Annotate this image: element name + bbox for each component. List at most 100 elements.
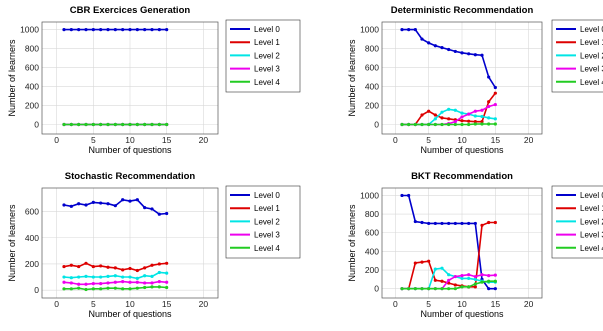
data-point [113, 286, 117, 290]
data-point [157, 262, 161, 266]
legend-entry: Level 3 [254, 65, 280, 74]
data-point [91, 122, 95, 127]
data-point [157, 27, 161, 32]
legend-entry: Level 0 [580, 25, 603, 34]
legend-entry: Level 2 [580, 217, 603, 226]
data-point [467, 52, 471, 56]
data-point [77, 275, 81, 279]
y-axis-label: Number of learners [7, 39, 17, 117]
data-point [157, 212, 161, 216]
legend-entry: Level 0 [580, 191, 603, 200]
data-point [413, 287, 417, 291]
data-point [143, 285, 147, 290]
x-axis-label: Number of questions [420, 309, 504, 319]
data-point [62, 264, 66, 269]
data-point [453, 49, 457, 54]
data-point [77, 264, 81, 269]
data-point [128, 122, 132, 127]
axes-frame [381, 21, 543, 135]
data-point [150, 207, 154, 211]
data-point [128, 27, 132, 32]
data-point [91, 27, 95, 32]
data-point [62, 122, 66, 127]
data-point [413, 27, 417, 32]
data-point [135, 122, 139, 127]
data-point [407, 287, 411, 291]
data-point [113, 204, 117, 208]
data-point [135, 27, 139, 32]
data-point [493, 122, 497, 126]
legend-entry: Level 4 [254, 244, 280, 253]
chart-title: CBR Exercices Generation [70, 5, 191, 16]
axes-frame [381, 187, 543, 299]
data-point [128, 199, 132, 203]
data-point [157, 285, 161, 289]
y-tick-label: 0 [34, 285, 39, 295]
data-point [84, 261, 88, 265]
y-tick-label: 400 [25, 82, 39, 92]
data-point [84, 287, 88, 292]
data-point [487, 274, 491, 278]
data-point [135, 286, 139, 290]
data-point [69, 263, 73, 267]
data-point [467, 112, 471, 116]
data-point [447, 117, 451, 121]
data-point [99, 275, 103, 279]
legend-entry: Level 2 [580, 51, 603, 60]
data-point [493, 279, 497, 283]
data-point [467, 276, 471, 281]
y-tick-label: 600 [25, 207, 39, 217]
axes-frame [41, 187, 219, 299]
data-point [84, 274, 88, 278]
data-point [487, 116, 491, 120]
data-point [106, 122, 110, 127]
data-point [453, 122, 457, 127]
data-point [77, 122, 81, 127]
data-point [400, 193, 404, 198]
data-point [165, 285, 169, 290]
data-point [480, 120, 484, 124]
legend-entry: Level 4 [254, 78, 280, 87]
data-point [420, 113, 424, 117]
y-tick-label: 600 [365, 63, 379, 73]
data-point [447, 47, 451, 52]
y-tick-label: 0 [374, 284, 379, 294]
data-point [487, 279, 491, 283]
data-point [99, 281, 103, 286]
x-tick-label: 15 [491, 299, 501, 309]
data-point [407, 27, 411, 32]
x-axis-label: Number of questions [420, 145, 504, 155]
data-point [493, 85, 497, 90]
data-point [433, 267, 437, 271]
data-point [467, 221, 471, 226]
x-tick-label: 0 [393, 135, 398, 145]
data-point [113, 122, 117, 127]
data-point [420, 287, 424, 291]
data-point [460, 122, 464, 127]
data-point [440, 46, 444, 50]
data-point [69, 281, 73, 285]
data-point [143, 281, 147, 285]
data-point [407, 122, 411, 127]
chart-title: Deterministic Recommendation [391, 5, 534, 16]
data-point [413, 261, 417, 265]
data-point [77, 27, 81, 32]
legend-entry: Level 4 [580, 78, 603, 87]
data-point [62, 27, 66, 32]
data-point [493, 91, 497, 95]
data-point [480, 273, 484, 277]
y-tick-label: 600 [25, 63, 39, 73]
data-point [143, 27, 147, 32]
data-point [150, 27, 154, 32]
y-tick-label: 200 [365, 265, 379, 275]
data-point [84, 282, 88, 286]
data-point [427, 259, 431, 263]
data-point [84, 122, 88, 127]
data-point [473, 221, 477, 226]
x-tick-label: 10 [457, 299, 467, 309]
legend-entry: Level 4 [580, 244, 603, 253]
data-point [69, 204, 73, 208]
data-point [99, 27, 103, 32]
